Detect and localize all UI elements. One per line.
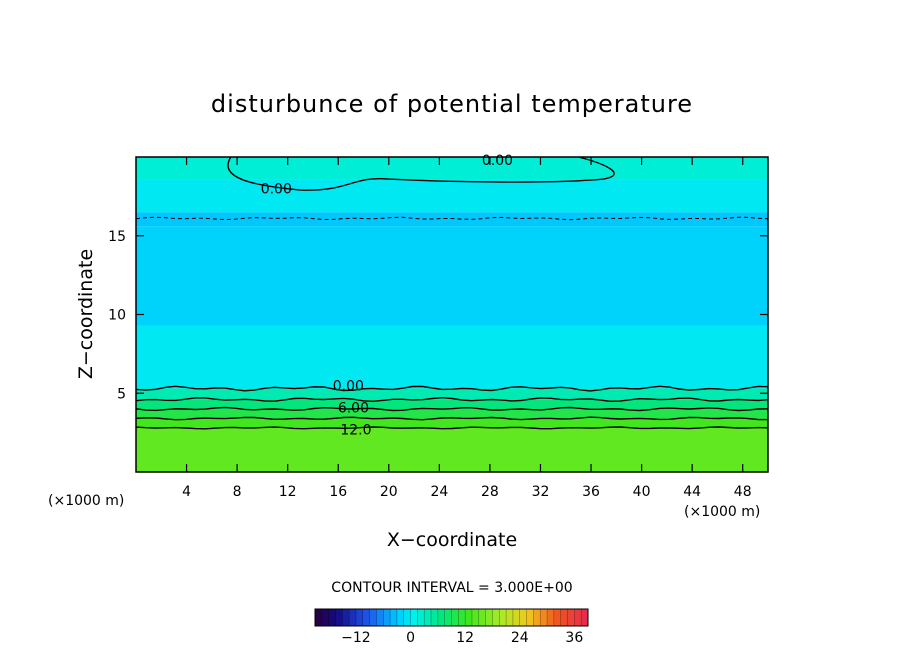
contour-lines xyxy=(135,156,769,430)
colorbar-segment xyxy=(492,609,500,626)
contour-line xyxy=(227,156,615,191)
colorbar-tick-label: 0 xyxy=(406,630,415,646)
contour-band xyxy=(136,427,768,472)
colorbar-frame xyxy=(314,608,589,627)
colorbar-segment xyxy=(328,609,336,626)
colorbar-segment xyxy=(390,609,398,626)
contour-label: 6.00 xyxy=(338,400,369,416)
x-unit-right: (×1000 m) xyxy=(684,504,760,520)
contour-label: 12.0 xyxy=(340,422,371,438)
x-tick-label: 20 xyxy=(380,484,398,500)
chart-title: disturbunce of potential temperature xyxy=(211,90,693,118)
colorbar-segment xyxy=(355,609,364,626)
colorbar-segment xyxy=(560,609,569,626)
contour-interval: CONTOUR INTERVAL = 3.000E+00 xyxy=(331,580,572,596)
colorbar-segment xyxy=(574,609,582,626)
colorbar-segment xyxy=(540,609,548,626)
contour-line xyxy=(135,406,769,412)
colorbar-segment xyxy=(567,609,575,626)
colorbar-segment xyxy=(547,609,555,626)
colorbar-segment xyxy=(315,609,323,626)
colorbar-segment xyxy=(451,609,459,626)
contour-band xyxy=(136,418,768,428)
filled-contours xyxy=(136,157,768,472)
colorbar-segment xyxy=(424,609,432,626)
colorbar-segment xyxy=(437,609,446,626)
x-tick-label: 24 xyxy=(430,484,448,500)
contour-labels: 0.00 0.00 0.00 6.00 12.0 xyxy=(261,153,513,438)
colorbar-segment xyxy=(410,609,418,626)
colorbar-tick-label: 36 xyxy=(565,630,583,646)
colorbar-segment xyxy=(396,609,405,626)
colorbar-segment xyxy=(403,609,412,626)
colorbar-segment xyxy=(349,609,357,626)
contour-label: 0.00 xyxy=(261,182,292,198)
colorbar-segment xyxy=(465,609,473,626)
contour-line xyxy=(135,385,769,392)
contour-band xyxy=(136,157,768,180)
contour-label: 0.00 xyxy=(333,378,364,394)
x-tick-label: 44 xyxy=(683,484,701,500)
x-axis-label: X−coordinate xyxy=(387,529,517,551)
colorbar-segment xyxy=(342,609,350,626)
x-tick-label: 48 xyxy=(734,484,752,500)
colorbar-tick-label: 12 xyxy=(456,630,474,646)
x-tick-label: 28 xyxy=(481,484,499,500)
contour-line xyxy=(135,426,769,430)
colorbar-tick-label: −12 xyxy=(341,630,371,646)
contour-line xyxy=(135,396,769,403)
colorbar-segment xyxy=(471,609,480,626)
contour-line xyxy=(135,416,769,421)
colorbar-segment xyxy=(335,609,343,626)
colorbar-segment xyxy=(376,609,384,626)
x-tick-label: 16 xyxy=(329,484,347,500)
x-tick-label: 4 xyxy=(182,484,191,500)
colorbar-segment xyxy=(362,609,371,626)
colorbar-segment xyxy=(533,609,541,626)
colorbar-segment xyxy=(553,609,562,626)
y-axis-label: Z−coordinate xyxy=(75,249,97,379)
colorbar-tick-label: 24 xyxy=(511,630,529,646)
colorbar-segment xyxy=(485,609,493,626)
contour-band xyxy=(136,226,768,326)
contour-band xyxy=(136,388,768,400)
x-tick-label: 8 xyxy=(233,484,242,500)
colorbar-segment xyxy=(526,609,534,626)
x-tick-label: 32 xyxy=(532,484,550,500)
colorbar-segment xyxy=(431,609,439,626)
colorbar-segment xyxy=(321,609,330,626)
colorbar-segment xyxy=(458,609,466,626)
colorbar-segment xyxy=(499,609,507,626)
colorbar: −12 0 12 24 36 xyxy=(314,608,589,646)
colorbar-segment xyxy=(512,609,521,626)
y-tick-label: 15 xyxy=(108,229,126,245)
contour-band xyxy=(136,399,768,409)
y-tick-label: 5 xyxy=(117,386,126,402)
y-tick-label: 10 xyxy=(108,308,126,324)
contour-band xyxy=(136,325,768,389)
colorbar-segment xyxy=(383,609,391,626)
colorbar-segment xyxy=(369,609,377,626)
contour-band xyxy=(136,179,768,213)
x-unit-left: (×1000 m) xyxy=(48,493,124,509)
x-tick-label: 40 xyxy=(633,484,651,500)
colorbar-segment xyxy=(417,609,425,626)
contour-label: 0.00 xyxy=(482,153,513,169)
colorbar-segment xyxy=(519,609,528,626)
colorbar-segment xyxy=(506,609,514,626)
colorbar-segment xyxy=(444,609,452,626)
colorbar-segment xyxy=(478,609,487,626)
contour-band xyxy=(136,212,768,227)
contour-line-negative xyxy=(135,216,769,221)
x-tick-label: 36 xyxy=(582,484,600,500)
x-tick-label: 12 xyxy=(279,484,297,500)
contour-band xyxy=(136,409,768,419)
colorbar-segment xyxy=(581,609,589,626)
